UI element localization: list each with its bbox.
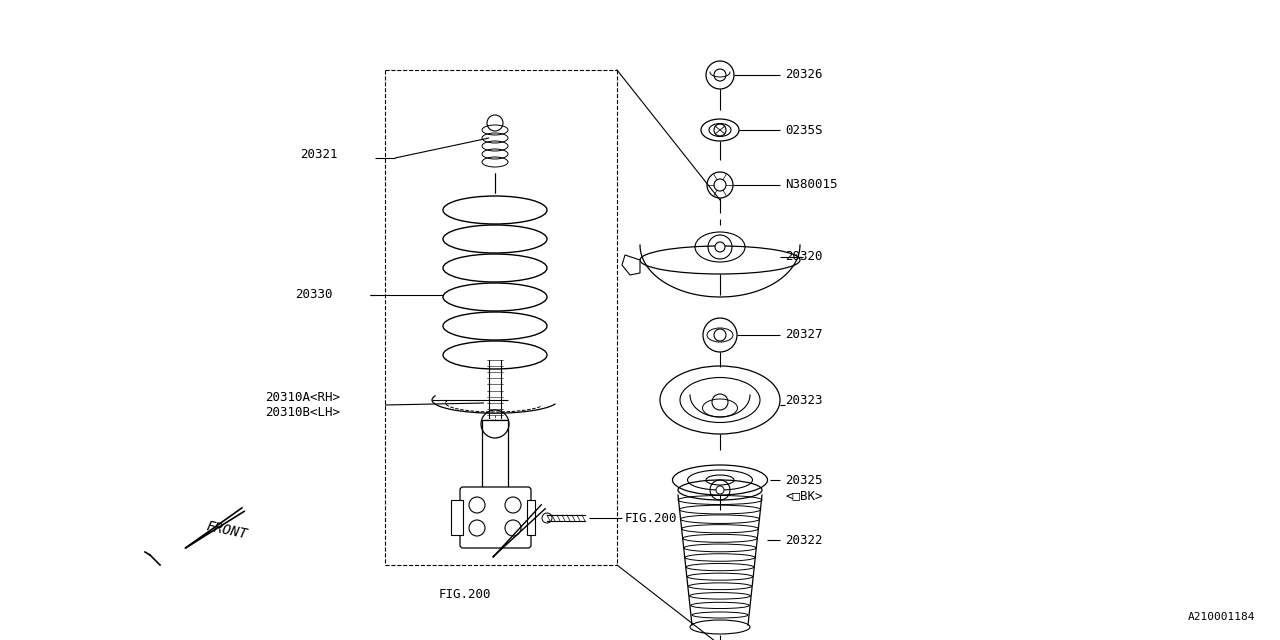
Text: <□BK>: <□BK>	[785, 490, 823, 502]
FancyBboxPatch shape	[460, 487, 531, 548]
Text: 20327: 20327	[785, 328, 823, 342]
Circle shape	[716, 486, 724, 494]
Text: FIG.200: FIG.200	[439, 589, 492, 602]
Text: 20322: 20322	[785, 534, 823, 547]
Text: N380015: N380015	[785, 179, 837, 191]
Text: 20326: 20326	[785, 68, 823, 81]
Text: 20330: 20330	[294, 289, 333, 301]
Bar	[483, 420, 508, 490]
Text: 20320: 20320	[785, 250, 823, 264]
Polygon shape	[640, 245, 800, 297]
Bar	[527, 500, 535, 535]
Polygon shape	[690, 395, 750, 417]
Text: FIG.200: FIG.200	[625, 511, 677, 525]
Text: 20310A<RH>
20310B<LH>: 20310A<RH> 20310B<LH>	[265, 391, 340, 419]
Bar	[484, 420, 506, 433]
Text: A210001184: A210001184	[1188, 612, 1254, 622]
Circle shape	[716, 242, 724, 252]
Polygon shape	[622, 255, 640, 275]
Text: 20323: 20323	[785, 394, 823, 406]
Text: 20321: 20321	[300, 148, 338, 161]
Text: 0235S: 0235S	[785, 124, 823, 136]
Text: FRONT: FRONT	[205, 519, 248, 541]
Text: 20325: 20325	[785, 474, 823, 486]
Bar	[451, 500, 463, 535]
